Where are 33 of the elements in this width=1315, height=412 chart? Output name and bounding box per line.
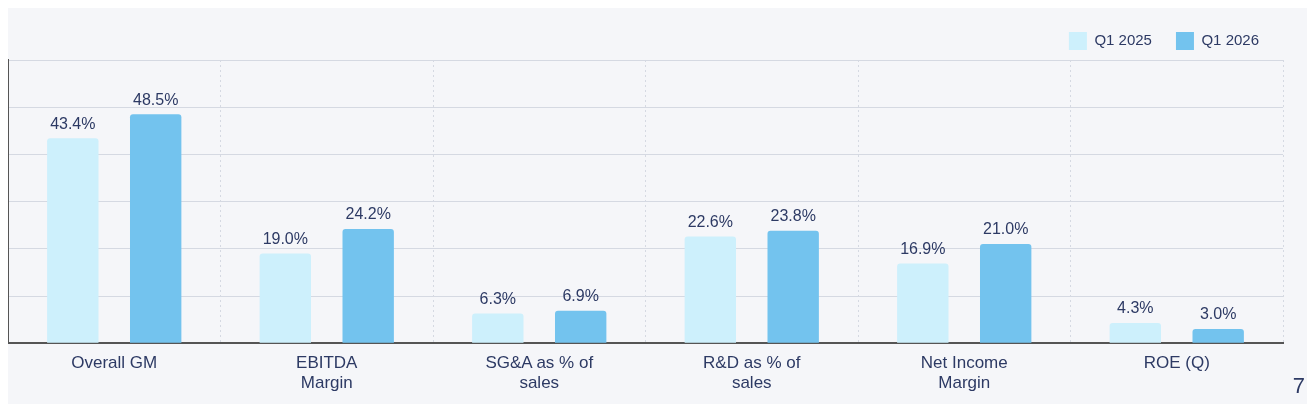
bar (555, 310, 607, 343)
data-label: 21.0% (983, 220, 1029, 238)
data-label: 19.0% (262, 229, 308, 247)
bar (980, 244, 1032, 343)
data-label: 3.0% (1199, 305, 1237, 323)
x-tick-label: SG&A as % of sales (485, 353, 594, 393)
bar (1109, 322, 1161, 343)
bar (130, 114, 182, 343)
data-label: 24.2% (345, 205, 391, 223)
legend-label: Q1 2025 (1094, 31, 1152, 49)
text: 7 (1292, 373, 1305, 399)
data-label: 22.6% (687, 212, 733, 230)
bar (897, 263, 949, 343)
data-label: 6.3% (479, 289, 517, 307)
bar (47, 138, 99, 343)
data-label: 4.3% (1117, 299, 1154, 317)
data-label: 23.8% (770, 207, 816, 225)
bar (767, 230, 819, 343)
x-tick-label: Net Income Margin (920, 353, 1008, 393)
x-tick-label: EBITDA Margin (296, 353, 359, 393)
data-label: 16.9% (900, 239, 946, 257)
data-label: 43.4% (50, 114, 96, 132)
data-label: 6.9% (562, 287, 599, 305)
bar (472, 313, 524, 343)
x-tick-label: ROE (Q) (1143, 353, 1210, 373)
legend-label: Q1 2026 (1201, 31, 1259, 49)
bar (684, 236, 736, 343)
bar (259, 253, 311, 343)
bar (342, 228, 394, 343)
data-label: 48.5% (133, 90, 179, 108)
x-tick-label: Overall GM (71, 353, 158, 373)
bar (1192, 329, 1244, 343)
x-tick-label: R&D as % of sales (703, 353, 801, 393)
